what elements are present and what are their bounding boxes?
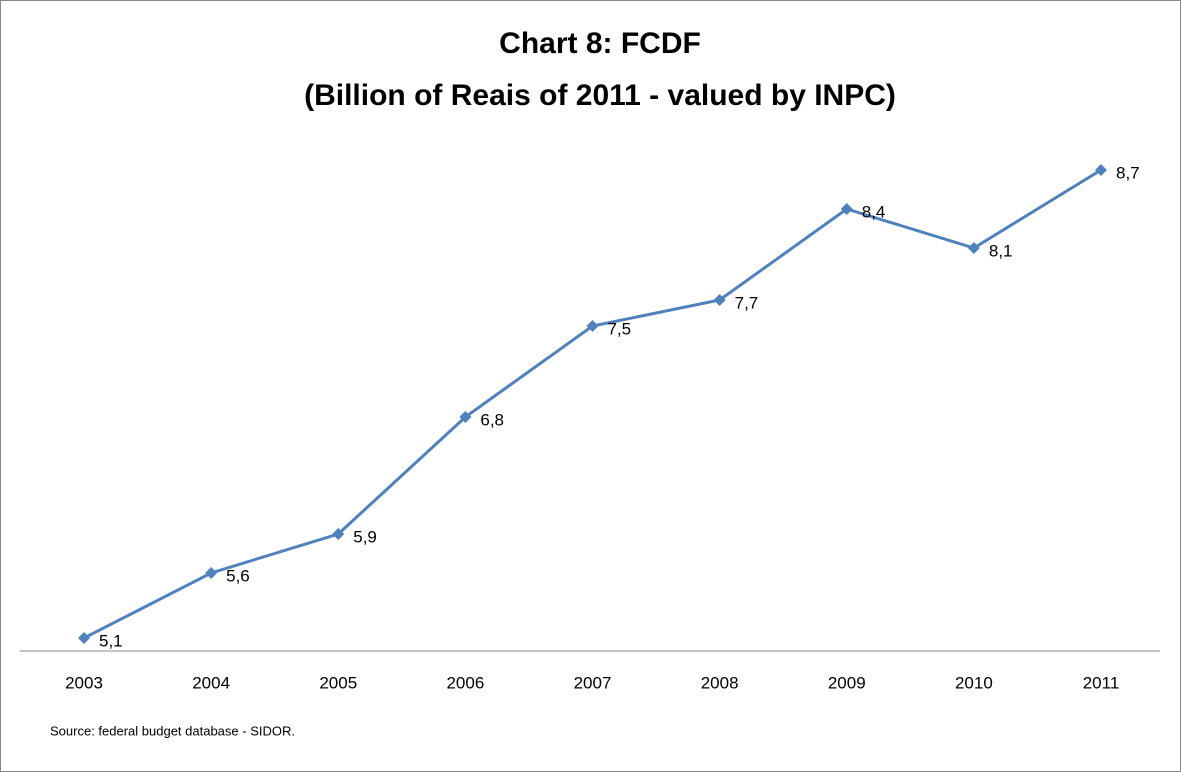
- data-label: 5,6: [226, 566, 250, 585]
- data-marker: [78, 632, 90, 644]
- data-marker: [205, 567, 218, 579]
- data-label: 8,4: [862, 202, 886, 221]
- data-marker: [1095, 164, 1107, 176]
- data-label: 7,7: [735, 293, 759, 312]
- data-marker: [586, 320, 599, 332]
- data-label: 6,8: [480, 410, 504, 429]
- x-tick-label: 2003: [65, 673, 103, 692]
- x-tick-label: 2005: [319, 673, 357, 692]
- data-marker: [332, 528, 345, 540]
- data-label: 8,7: [1116, 163, 1140, 182]
- data-marker: [967, 242, 980, 254]
- x-tick-label: 2006: [446, 673, 484, 692]
- data-label: 8,1: [989, 241, 1013, 260]
- x-tick-label: 2011: [1083, 673, 1120, 692]
- chart-title: Chart 8: FCDF: [499, 27, 701, 60]
- data-marker: [713, 294, 726, 306]
- source-note: Source: federal budget database - SIDOR.: [50, 723, 295, 738]
- data-label: 7,5: [608, 319, 632, 338]
- chart-subtitle: (Billion of Reais of 2011 - valued by IN…: [304, 79, 896, 112]
- x-tick-label: 2008: [701, 673, 739, 692]
- x-tick-label: 2004: [192, 673, 230, 692]
- data-label: 5,9: [353, 527, 377, 546]
- data-marker: [840, 203, 853, 215]
- x-tick-label: 2009: [828, 673, 866, 692]
- x-tick-label: 2007: [574, 673, 612, 692]
- x-tick-label: 2010: [955, 673, 993, 692]
- data-label: 5,1: [99, 631, 123, 650]
- data-marker: [459, 411, 472, 423]
